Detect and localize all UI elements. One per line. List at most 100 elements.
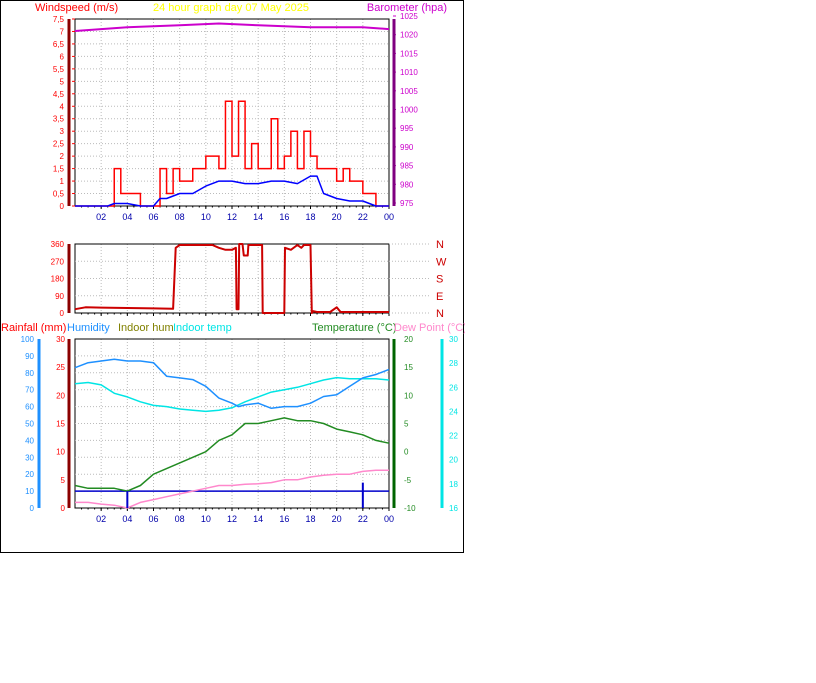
rainfall-legend-label: Rainfall (mm): [1, 322, 66, 334]
humidity-y-tick-label: 60: [25, 403, 34, 412]
x-tick-label: 00: [384, 212, 394, 222]
temperature-y-tick-label: 10: [404, 391, 413, 400]
x-tick-label: 06: [148, 212, 158, 222]
rainfall-y-tick-label: 20: [56, 391, 65, 400]
barometer-line: [74, 22, 390, 32]
indoor-temp-y-tick-label: 30: [449, 335, 458, 344]
rainfall-y-tick-label: 15: [56, 420, 65, 429]
rainfall-y-tick-label: 0: [61, 504, 66, 513]
x-tick-label: 14: [253, 514, 263, 524]
baro-y-tick-label: 1005: [400, 87, 418, 96]
temperature-y-tick-label: 0: [404, 448, 409, 457]
wind-y-tick-label: 0: [60, 202, 65, 211]
weather-chart-svg: Windspeed (m/s) 24 hour graph day 07 May…: [1, 2, 467, 524]
x-tick-label: 18: [305, 212, 315, 222]
x-tick-label: 06: [148, 514, 158, 524]
x-tick-label: 22: [358, 212, 368, 222]
temperature-y-tick-label: -10: [404, 504, 416, 513]
wind-y-tick-label: 6: [60, 52, 65, 61]
wind-y-tick-label: 5: [60, 77, 65, 86]
temperature-humidity-panel: 02 04 06 08 10 12 14 16 18 20 22 000102030405060708…: [21, 335, 459, 524]
baro-y-tick-label: 1025: [400, 12, 418, 21]
wind-y-tick-label: 5,5: [53, 65, 65, 74]
x-tick-label: 08: [175, 212, 185, 222]
wind-y-tick-label: 7: [60, 27, 65, 36]
x-tick-label: 20: [332, 212, 342, 222]
temperature-legend-label: Temperature (°C): [312, 322, 396, 334]
humidity-y-tick-label: 20: [25, 470, 34, 479]
indoor-temp-legend-label: Indoor temp: [173, 322, 232, 334]
compass-label: N: [436, 239, 444, 251]
rainfall-y-tick-label: 30: [56, 335, 65, 344]
rainfall-y-tick-label: 10: [56, 448, 65, 457]
x-tick-label: 02: [96, 514, 106, 524]
baro-y-tick-label: 1000: [400, 106, 418, 115]
temperature-y-tick-label: 20: [404, 335, 413, 344]
dew-point-legend-label: Dew Point (°C): [394, 322, 465, 334]
humidity-y-tick-label: 30: [25, 453, 34, 462]
x-tick-label: 02: [96, 212, 106, 222]
wind-y-tick-label: 3,5: [53, 115, 65, 124]
baro-y-tick-label: 995: [400, 124, 414, 133]
wind-y-tick-label: 3: [60, 127, 65, 136]
x-tick-label: 12: [227, 514, 237, 524]
baro-y-tick-label: 1020: [400, 31, 418, 40]
x-tick-label: 04: [122, 514, 132, 524]
indoor-temp-y-tick-label: 16: [449, 504, 458, 513]
x-tick-label: 12: [227, 212, 237, 222]
baro-y-tick-label: 985: [400, 162, 414, 171]
compass-label: N: [436, 308, 444, 320]
wind-y-tick-label: 4,5: [53, 90, 65, 99]
indoor-temp-y-tick-label: 28: [449, 359, 458, 368]
humidity-y-tick-label: 100: [21, 335, 35, 344]
humidity-y-tick-label: 80: [25, 369, 34, 378]
chart-title: 24 hour graph day 07 May 2025: [153, 2, 309, 14]
wind-barometer-panel: 02 04 06 08 10 12 14 16 18 20 22 0000,511,522,533,5…: [53, 12, 418, 222]
compass-label: W: [436, 256, 447, 268]
humidity-y-tick-label: 50: [25, 420, 34, 429]
indoor-temp-y-tick-label: 18: [449, 480, 458, 489]
wind-direction-line: [74, 243, 389, 314]
baro-y-tick-label: 980: [400, 180, 414, 189]
wind-y-tick-label: 4: [60, 102, 65, 111]
rainfall-y-tick-label: 5: [61, 476, 66, 485]
x-tick-label: 10: [201, 514, 211, 524]
x-tick-label: 10: [201, 212, 211, 222]
temperature-y-tick-label: 5: [404, 420, 409, 429]
temperature-y-tick-label: 15: [404, 363, 413, 372]
wind-y-tick-label: 7,5: [53, 15, 65, 24]
wind-y-tick-label: 6,5: [53, 40, 65, 49]
x-tick-label: 04: [122, 212, 132, 222]
x-tick-label: 18: [305, 514, 315, 524]
weather-graph-panel: Windspeed (m/s) 24 hour graph day 07 May…: [0, 0, 467, 553]
indoor-hum-legend-label: Indoor hum: [118, 322, 174, 334]
x-tick-label: 20: [332, 514, 342, 524]
windspeed-line: [75, 100, 389, 207]
humidity-y-tick-label: 70: [25, 386, 34, 395]
wind-y-tick-label: 1: [60, 177, 65, 186]
wind-y-tick-label: 2,5: [53, 140, 65, 149]
humidity-line: [74, 358, 390, 410]
direction-y-tick-label: 360: [51, 240, 65, 249]
humidity-y-tick-label: 40: [25, 436, 34, 445]
barometer-axis-title: Barometer (hpa): [367, 2, 447, 14]
direction-y-tick-label: 90: [55, 292, 64, 301]
x-tick-label: 08: [175, 514, 185, 524]
humidity-y-tick-label: 90: [25, 352, 34, 361]
x-tick-label: 00: [384, 514, 394, 524]
x-tick-label: 16: [279, 212, 289, 222]
baro-y-tick-label: 975: [400, 199, 414, 208]
avg-windspeed-line: [75, 175, 389, 207]
wind-y-tick-label: 2: [60, 152, 65, 161]
temperature-y-tick-label: -5: [404, 476, 412, 485]
compass-label: E: [436, 291, 443, 303]
direction-y-tick-label: 0: [60, 309, 65, 318]
x-tick-label: 16: [279, 514, 289, 524]
indoor-temp-y-tick-label: 22: [449, 432, 458, 441]
x-tick-label: 14: [253, 212, 263, 222]
humidity-y-tick-label: 10: [25, 487, 34, 496]
windspeed-axis-title: Windspeed (m/s): [35, 2, 118, 14]
humidity-legend-label: Humidity: [67, 322, 110, 334]
compass-label: S: [436, 274, 443, 286]
